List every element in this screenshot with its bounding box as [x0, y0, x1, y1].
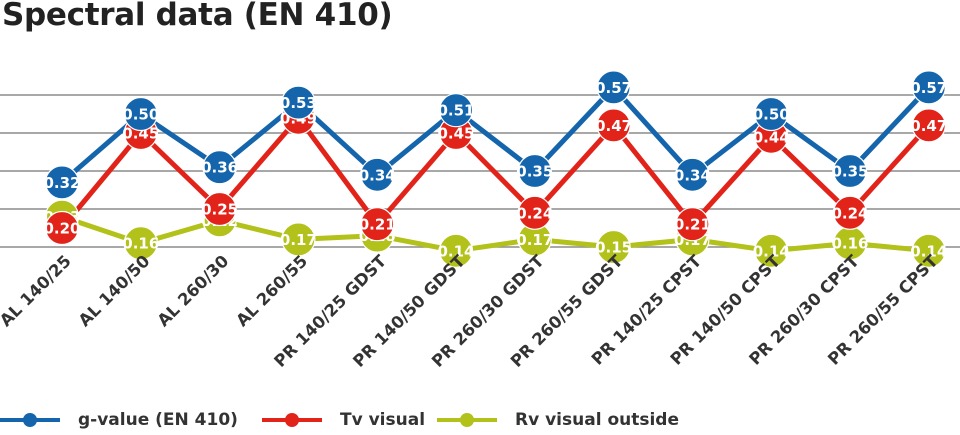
data-label-s2-5: 0.14 [437, 242, 474, 260]
data-label-s1-2: 0.25 [201, 201, 238, 219]
data-label-s0-5: 0.51 [437, 102, 474, 120]
data-point-s1-6 [517, 195, 552, 230]
series-line-0 [60, 84, 931, 185]
legend-label-tv-visual: Tv visual [340, 410, 426, 430]
series-lines [60, 84, 931, 254]
data-point-s1-2 [202, 191, 237, 227]
data-point-s0-4 [360, 157, 395, 192]
data-point-s0-9 [754, 96, 789, 132]
legend-label-g-value: g-value (EN 410) [78, 410, 238, 430]
data-label-s2-1: 0.16 [122, 235, 159, 253]
data-label-s1-6: 0.24 [516, 204, 553, 222]
data-point-s0-11 [911, 70, 946, 105]
data-point-s2-9 [754, 233, 789, 268]
data-label-s0-2: 0.36 [201, 159, 238, 177]
data-label-s2-6: 0.17 [516, 231, 553, 249]
data-point-s0-2 [202, 150, 237, 185]
data-label-s2-7: 0.15 [595, 239, 632, 257]
data-point-s0-0 [44, 165, 80, 200]
data-point-s1-11 [911, 108, 946, 143]
legend-swatch-rv-visual-outside [437, 413, 497, 427]
data-point-s1-7 [596, 108, 631, 143]
x-tick-label-3: AL 260/55 [232, 251, 311, 330]
legend-swatch-g-value [0, 413, 60, 427]
data-label-s2-9: 0.14 [753, 242, 790, 260]
chart-title: Spectral data (EN 410) [2, 0, 393, 33]
data-label-s0-10: 0.35 [831, 163, 868, 181]
legend: g-value (EN 410) Tv visual Rv visual out… [0, 405, 960, 435]
data-point-s2-3 [281, 222, 316, 257]
data-point-s0-6 [517, 153, 552, 189]
data-point-s2-5 [438, 233, 474, 268]
data-label-s0-7: 0.57 [595, 79, 632, 97]
data-label-s0-9: 0.50 [753, 106, 790, 124]
chart-canvas: 0.230.160.220.170.180.140.170.150.170.14… [0, 70, 960, 371]
data-label-s1-1: 0.45 [122, 125, 159, 143]
data-label-s0-11: 0.57 [910, 79, 947, 97]
data-label-s1-9: 0.44 [753, 128, 790, 146]
data-label-s0-6: 0.35 [516, 163, 553, 181]
data-label-s2-3: 0.17 [280, 231, 317, 249]
data-point-s0-3 [281, 85, 316, 120]
data-label-s0-8: 0.34 [674, 166, 711, 184]
data-label-s0-0: 0.32 [43, 174, 80, 192]
data-label-s2-10: 0.16 [831, 235, 868, 253]
data-label-s1-0: 0.20 [43, 220, 80, 238]
series-line-2 [61, 214, 930, 254]
data-point-s0-8 [675, 157, 710, 192]
data-label-s0-3: 0.53 [280, 94, 317, 112]
data-label-s1-4: 0.21 [359, 216, 396, 234]
data-point-s0-1 [123, 96, 158, 132]
legend-label-rv-visual-outside: Rv visual outside [515, 410, 679, 430]
legend-swatch-tv-visual [262, 413, 322, 427]
data-point-s1-0 [44, 210, 80, 246]
series-markers: 0.230.160.220.170.180.140.170.150.170.14… [43, 70, 947, 268]
x-tick-label-1: AL 140/50 [75, 251, 154, 330]
data-label-s1-11: 0.47 [910, 117, 947, 135]
data-point-s2-11 [911, 233, 946, 268]
data-point-s1-8 [675, 207, 710, 242]
legend-item-g-value: g-value (EN 410) [0, 405, 238, 435]
data-label-s1-10: 0.24 [831, 204, 868, 222]
data-point-s0-5 [438, 93, 474, 128]
data-point-s0-7 [596, 70, 631, 105]
data-label-s1-5: 0.45 [437, 125, 474, 143]
x-tick-label-2: AL 260/30 [154, 251, 233, 330]
legend-item-tv-visual: Tv visual [262, 405, 425, 435]
data-point-s1-4 [360, 207, 395, 242]
x-tick-label-0: AL 140/25 [0, 251, 75, 330]
data-label-s0-4: 0.34 [359, 166, 396, 184]
data-label-s0-1: 0.50 [122, 106, 159, 124]
data-point-s2-7 [596, 229, 631, 265]
data-label-s2-11: 0.14 [910, 242, 947, 260]
data-label-s1-8: 0.21 [674, 216, 711, 234]
series-line-1 [60, 115, 931, 230]
data-point-s2-1 [123, 226, 158, 261]
data-label-s1-7: 0.47 [595, 117, 632, 135]
legend-item-rv-visual-outside: Rv visual outside [437, 405, 679, 435]
data-point-s0-10 [832, 153, 868, 189]
data-point-s1-10 [832, 195, 868, 230]
